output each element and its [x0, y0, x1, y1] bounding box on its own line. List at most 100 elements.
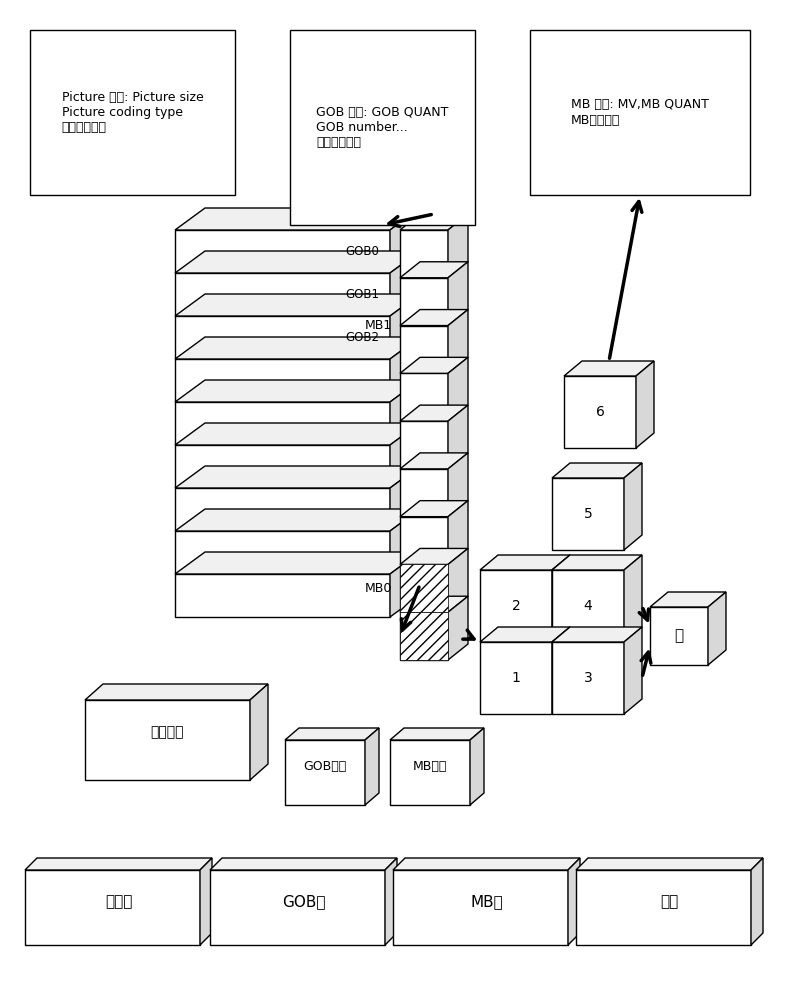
Polygon shape	[210, 870, 385, 945]
Text: 图片顶部: 图片顶部	[151, 725, 184, 739]
Polygon shape	[385, 858, 397, 945]
Polygon shape	[175, 445, 390, 488]
Polygon shape	[480, 570, 552, 642]
Polygon shape	[390, 337, 420, 402]
Text: MB1: MB1	[365, 319, 392, 332]
Polygon shape	[400, 262, 468, 278]
Polygon shape	[400, 469, 448, 517]
Polygon shape	[85, 684, 268, 700]
Polygon shape	[390, 552, 420, 617]
Text: GOB2: GOB2	[345, 331, 379, 344]
Polygon shape	[393, 870, 568, 945]
Polygon shape	[175, 402, 390, 445]
Polygon shape	[624, 463, 642, 550]
Polygon shape	[400, 373, 448, 421]
Polygon shape	[448, 548, 468, 612]
Polygon shape	[448, 501, 468, 564]
Polygon shape	[85, 700, 250, 780]
Polygon shape	[400, 612, 448, 660]
Polygon shape	[250, 684, 268, 780]
Text: GOB顶部: GOB顶部	[303, 760, 347, 773]
Polygon shape	[568, 858, 580, 945]
Polygon shape	[390, 740, 470, 805]
Polygon shape	[564, 361, 654, 376]
Polygon shape	[390, 251, 420, 316]
Polygon shape	[210, 858, 397, 870]
Text: GOB1: GOB1	[345, 288, 379, 301]
Polygon shape	[448, 405, 468, 469]
Polygon shape	[175, 316, 390, 359]
Text: MB顶部: MB顶部	[413, 760, 447, 773]
Polygon shape	[365, 728, 379, 805]
Polygon shape	[564, 376, 636, 448]
Polygon shape	[175, 273, 390, 316]
Polygon shape	[390, 728, 484, 740]
Polygon shape	[552, 555, 642, 570]
Polygon shape	[400, 612, 448, 660]
Polygon shape	[400, 214, 468, 230]
Polygon shape	[480, 627, 570, 642]
Polygon shape	[175, 574, 390, 617]
Bar	[290, 30, 475, 225]
Polygon shape	[400, 548, 468, 564]
Polygon shape	[552, 627, 570, 714]
Polygon shape	[552, 570, 624, 642]
Text: MB层: MB层	[470, 894, 503, 909]
Polygon shape	[390, 466, 420, 531]
Polygon shape	[175, 337, 420, 359]
Polygon shape	[175, 359, 390, 402]
Polygon shape	[576, 858, 763, 870]
Text: 块层: 块层	[660, 894, 678, 909]
Polygon shape	[448, 310, 468, 373]
Polygon shape	[390, 509, 420, 574]
Polygon shape	[650, 607, 708, 665]
Polygon shape	[400, 564, 448, 612]
Polygon shape	[576, 870, 751, 945]
Text: MB 顶部: MV,MB QUANT
MB编码类型: MB 顶部: MV,MB QUANT MB编码类型	[571, 99, 709, 126]
Polygon shape	[400, 230, 448, 278]
Polygon shape	[400, 453, 468, 469]
Text: 块: 块	[674, 629, 684, 644]
Polygon shape	[25, 870, 200, 945]
Polygon shape	[480, 642, 552, 714]
Polygon shape	[636, 361, 654, 448]
Polygon shape	[400, 278, 448, 326]
Polygon shape	[552, 555, 570, 642]
Polygon shape	[390, 423, 420, 488]
Polygon shape	[624, 555, 642, 642]
Polygon shape	[448, 596, 468, 660]
Polygon shape	[393, 858, 580, 870]
Polygon shape	[470, 728, 484, 805]
Polygon shape	[448, 357, 468, 421]
Polygon shape	[25, 858, 212, 870]
Polygon shape	[175, 552, 420, 574]
Polygon shape	[175, 251, 420, 273]
Polygon shape	[448, 214, 468, 278]
Polygon shape	[175, 531, 390, 574]
Polygon shape	[175, 488, 390, 531]
Polygon shape	[400, 357, 468, 373]
Polygon shape	[552, 642, 624, 714]
Polygon shape	[480, 555, 570, 570]
Bar	[530, 30, 750, 195]
Polygon shape	[400, 421, 448, 469]
Polygon shape	[175, 509, 420, 531]
Polygon shape	[400, 405, 468, 421]
Polygon shape	[390, 294, 420, 359]
Text: Picture 顶部: Picture size
Picture coding type
包含同步信息: Picture 顶部: Picture size Picture coding …	[62, 91, 203, 134]
Text: 3: 3	[583, 671, 593, 685]
Polygon shape	[175, 230, 390, 273]
Text: MB0: MB0	[364, 582, 392, 595]
Polygon shape	[175, 208, 420, 230]
Polygon shape	[400, 517, 448, 564]
Text: 图片层: 图片层	[105, 894, 132, 909]
Polygon shape	[751, 858, 763, 945]
Polygon shape	[400, 501, 468, 517]
Polygon shape	[552, 478, 624, 550]
Polygon shape	[552, 463, 642, 478]
Text: 6: 6	[596, 405, 604, 419]
Text: 1: 1	[512, 671, 520, 685]
Polygon shape	[400, 596, 468, 612]
Polygon shape	[650, 592, 726, 607]
Polygon shape	[390, 380, 420, 445]
